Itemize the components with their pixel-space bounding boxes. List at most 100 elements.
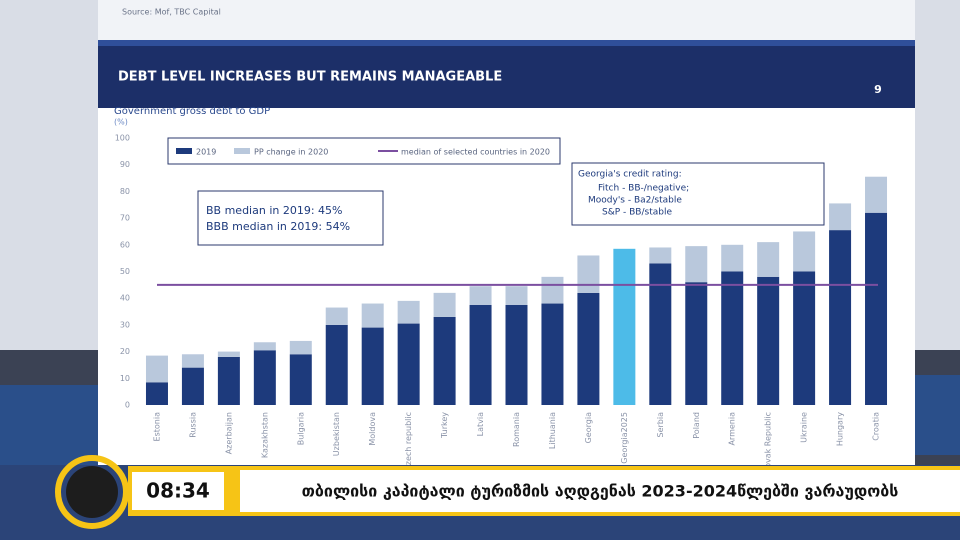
bar-segment xyxy=(829,203,852,231)
bar-segment xyxy=(217,356,240,405)
bar-segment xyxy=(433,316,456,405)
y-tick-label: 10 xyxy=(120,374,130,383)
x-tick-label: Romania xyxy=(512,412,521,447)
x-tick-label: Georgia2025 xyxy=(620,412,629,464)
y-label: (%) xyxy=(114,118,128,127)
bar-segment xyxy=(469,286,492,305)
x-tick-label: Hungary xyxy=(836,412,845,446)
background-banner-left xyxy=(0,385,98,465)
title-band xyxy=(98,40,915,108)
x-tick-label: Croatia xyxy=(872,412,881,441)
legend-label: median of selected countries in 2020 xyxy=(401,148,550,157)
x-tick-label: Georgia xyxy=(584,412,593,443)
plot: 0 10 20 30 40 50 60 70 80 90 100 2019 PP change in 2… xyxy=(115,134,888,475)
bar-segment xyxy=(253,342,276,351)
bar-segment xyxy=(145,355,168,383)
bar-segment xyxy=(649,263,672,405)
x-tick-label: Azerbaijan xyxy=(224,412,233,454)
bar-segment xyxy=(613,248,636,405)
y-tick-label: 30 xyxy=(120,320,130,329)
channel-logo xyxy=(55,455,129,529)
y-tick-label: 100 xyxy=(115,134,130,143)
slide-top xyxy=(98,0,915,40)
x-tick-label: Moldova xyxy=(368,412,377,446)
bar-segment xyxy=(757,276,780,405)
bar-segment xyxy=(217,351,240,357)
x-tick-label: Armenia xyxy=(728,412,737,446)
channel-logo-core xyxy=(66,466,118,518)
bar-segment xyxy=(397,323,420,405)
source: Source: Mof, TBC Capital xyxy=(122,8,221,17)
background-slide-right xyxy=(915,0,960,350)
ticker-panel xyxy=(240,470,960,512)
x-tick-label: Poland xyxy=(692,412,701,439)
y-tick-label: 20 xyxy=(120,347,130,356)
bar-segment xyxy=(325,307,348,325)
x-tick-label: Slovak Republic xyxy=(764,412,773,475)
bar-segment xyxy=(505,304,528,405)
bar-segment xyxy=(289,354,312,405)
bar-segment xyxy=(685,246,708,283)
x-tick-label: Russia xyxy=(188,412,197,438)
median-note: BB median in 2019: 45% xyxy=(206,204,343,217)
x-tick-label: Turkey xyxy=(440,412,449,439)
y-tick-label: 90 xyxy=(120,160,130,169)
clock-panel xyxy=(132,472,224,510)
bar-segment xyxy=(865,176,888,213)
background-banner-right xyxy=(915,375,960,455)
x-tick-label: Latvia xyxy=(476,412,485,436)
x-tick-label: Czech republic xyxy=(404,412,413,471)
rating-heading: Georgia's credit rating: xyxy=(578,170,682,180)
legend-box xyxy=(167,137,561,165)
bar-segment xyxy=(361,327,384,405)
y-tick-label: 80 xyxy=(120,187,130,196)
y-tick-label: 40 xyxy=(120,294,130,303)
slide-title: DEBT LEVEL INCREASES BUT REMAINS MANAGEA… xyxy=(118,70,502,85)
ticker-text: თბილისი კაპიტალი ტურიზმის აღდგენას 2023-… xyxy=(302,482,899,501)
legend-swatch xyxy=(234,148,250,154)
bar-segment xyxy=(253,350,276,405)
bar-segment xyxy=(649,247,672,264)
x-tick-label: Kazakhstan xyxy=(260,412,269,458)
bar-segment xyxy=(793,231,816,272)
rating: Fitch - BB-/negative; xyxy=(598,184,689,194)
bar-segment xyxy=(829,230,852,405)
y-tick-label: 60 xyxy=(120,240,130,249)
bar-segment xyxy=(541,276,564,304)
bar-segment xyxy=(541,303,564,405)
x-tick-label: Uzbekistan xyxy=(332,412,341,456)
bar-segment xyxy=(685,282,708,405)
x-tick-label: Ukraine xyxy=(800,412,809,443)
median-note: BBB median in 2019: 54% xyxy=(206,220,350,233)
background-slide-left xyxy=(0,0,98,350)
bar-segment xyxy=(577,255,600,293)
bar-segment xyxy=(865,212,888,405)
bar-segment xyxy=(721,244,744,272)
bar-segment xyxy=(181,367,204,405)
x-tick-label: Estonia xyxy=(152,412,161,442)
bar-segment xyxy=(145,382,168,405)
x-tick-label: Serbia xyxy=(656,412,665,438)
chart-title: Government gross debt to GDP xyxy=(114,106,270,117)
bar-segment xyxy=(433,292,456,317)
bar-segment xyxy=(505,286,528,305)
clock: 08:34 xyxy=(146,479,210,503)
title-band-stripe xyxy=(98,40,915,46)
bar-segment xyxy=(757,242,780,277)
bar-segment xyxy=(289,340,312,355)
legend-swatch xyxy=(176,148,192,154)
x-tick-label: Bulgaria xyxy=(296,412,305,445)
bar-segment xyxy=(721,271,744,405)
rating: Moody's - Ba2/stable xyxy=(588,196,682,206)
rating: S&P - BB/stable xyxy=(602,208,672,218)
bar-segment xyxy=(793,271,816,405)
x-tick-label: Lithuania xyxy=(548,412,557,449)
bar-segment xyxy=(577,292,600,405)
legend-label: 2019 xyxy=(196,148,216,157)
rating-box xyxy=(571,162,825,226)
bar-segment xyxy=(361,303,384,328)
bar-segment xyxy=(181,354,204,368)
y-tick-label: 70 xyxy=(120,214,130,223)
bar-segment xyxy=(325,324,348,405)
